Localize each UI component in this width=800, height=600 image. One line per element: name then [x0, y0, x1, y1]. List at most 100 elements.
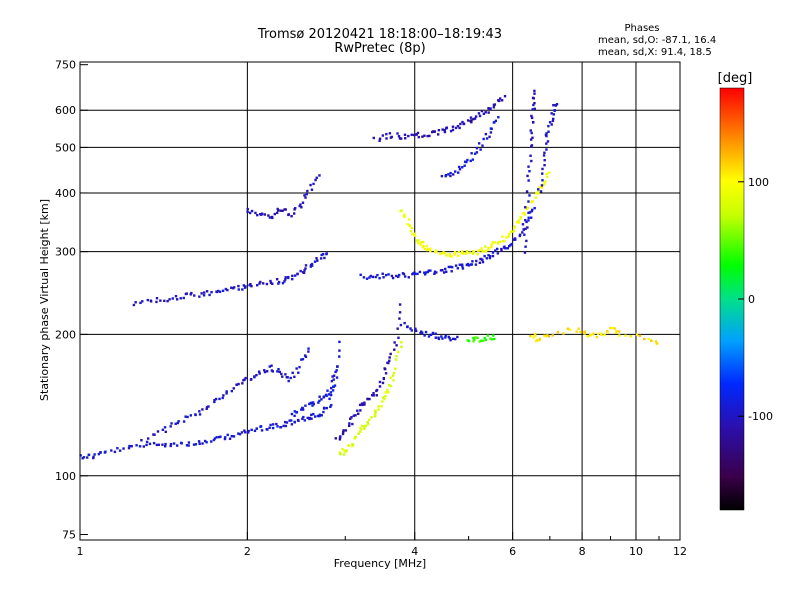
data-point: [92, 455, 95, 459]
data-point: [378, 139, 381, 143]
data-point: [145, 440, 149, 444]
data-point: [440, 335, 443, 338]
data-point: [205, 406, 209, 409]
data-point: [456, 267, 460, 270]
data-point: [545, 142, 548, 145]
data-point: [606, 331, 610, 334]
data-point: [474, 263, 478, 266]
data-point: [82, 456, 86, 459]
data-point: [418, 270, 422, 274]
data-point: [306, 189, 309, 193]
data-point: [356, 409, 359, 412]
data-point: [351, 444, 354, 448]
data-point: [509, 243, 512, 247]
data-point: [153, 433, 156, 436]
data-point: [443, 251, 447, 255]
data-point: [280, 372, 283, 376]
data-point: [313, 415, 317, 418]
data-point: [476, 253, 479, 256]
data-point: [378, 380, 382, 384]
data-point: [235, 383, 238, 386]
data-point: [380, 405, 383, 408]
data-point: [348, 422, 351, 425]
data-point: [81, 457, 84, 460]
data-point: [528, 211, 532, 214]
data-point: [413, 234, 417, 237]
data-point: [547, 130, 550, 133]
data-point: [287, 379, 290, 383]
data-point: [205, 290, 209, 293]
data-point: [299, 203, 302, 206]
data-point: [276, 370, 279, 373]
data-point: [496, 99, 500, 102]
data-point: [322, 406, 326, 410]
data-point: [304, 267, 307, 270]
data-point: [433, 130, 436, 133]
data-point: [403, 215, 407, 218]
data-point: [289, 419, 293, 422]
data-point: [538, 337, 542, 341]
data-point: [500, 99, 504, 102]
data-point: [443, 130, 447, 134]
data-point: [198, 413, 202, 416]
data-point: [279, 209, 282, 212]
data-point: [461, 252, 465, 255]
data-point: [93, 453, 96, 456]
data-point: [532, 103, 535, 107]
data-point: [421, 135, 424, 138]
data-point: [402, 272, 406, 276]
data-point: [232, 387, 235, 390]
data-point: [448, 254, 452, 258]
data-point: [442, 271, 446, 274]
data-point: [457, 250, 461, 254]
data-point: [185, 292, 189, 295]
data-point: [447, 173, 450, 176]
data-point: [177, 420, 180, 423]
data-point: [364, 424, 368, 428]
data-point: [219, 435, 222, 438]
data-point: [310, 264, 314, 267]
data-point: [281, 281, 285, 285]
data-point: [308, 402, 311, 406]
data-point: [493, 337, 496, 341]
data-point: [384, 391, 387, 394]
data-point: [547, 335, 551, 338]
data-point: [325, 406, 328, 410]
data-point: [257, 370, 261, 373]
data-point: [289, 376, 292, 380]
data-point: [458, 263, 462, 266]
data-point: [201, 442, 204, 445]
data-point: [203, 439, 207, 443]
data-point: [547, 124, 550, 128]
data-point: [416, 272, 419, 276]
x-tick-label: 2: [244, 545, 251, 558]
data-point: [427, 335, 431, 338]
data-point: [449, 171, 452, 175]
data-point: [316, 259, 319, 262]
data-point: [403, 321, 406, 325]
data-point: [268, 426, 271, 429]
data-point: [79, 454, 82, 457]
data-point: [382, 396, 385, 399]
data-point: [205, 441, 208, 444]
data-point: [277, 209, 280, 212]
data-point: [238, 433, 242, 436]
data-point: [338, 349, 341, 352]
data-point: [498, 240, 502, 244]
data-point: [461, 265, 464, 268]
data-point: [139, 301, 142, 305]
data-point: [295, 411, 298, 414]
data-point: [530, 216, 533, 219]
data-point: [179, 297, 182, 300]
data-point: [403, 275, 407, 278]
data-point: [357, 432, 360, 435]
data-point: [388, 384, 391, 387]
data-point: [457, 171, 460, 174]
data-point: [341, 432, 345, 436]
data-point: [533, 206, 536, 210]
data-point: [116, 447, 119, 450]
data-point: [322, 410, 325, 414]
data-point: [396, 275, 400, 279]
data-point: [378, 137, 382, 140]
x-tick-label: 6: [509, 545, 516, 558]
